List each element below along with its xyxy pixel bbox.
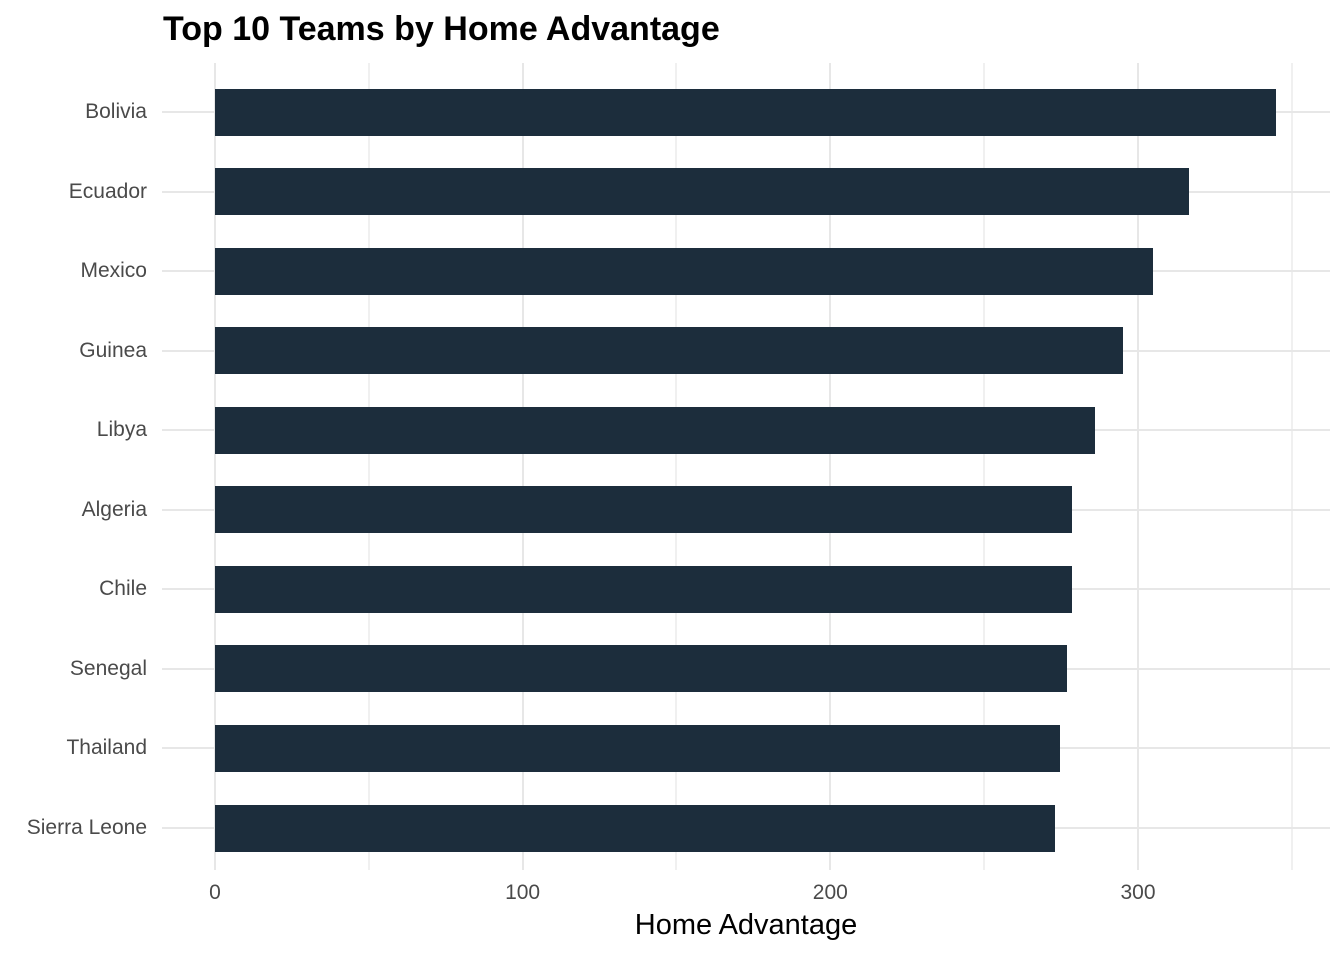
x-gridline-major [213, 63, 216, 870]
bar-chile [214, 565, 1072, 613]
chart-title: Top 10 Teams by Home Advantage [163, 10, 720, 48]
y-tick-label-libya: Libya [96, 418, 147, 442]
y-tick-label-chile: Chile [99, 577, 147, 601]
y-tick-label-senegal: Senegal [69, 656, 147, 680]
y-tick-label-mexico: Mexico [80, 259, 147, 283]
plot-panel [162, 63, 1330, 870]
x-tick-label: 300 [1120, 881, 1156, 904]
x-gridline-major [829, 63, 832, 870]
y-tick-label-algeria: Algeria [81, 497, 147, 521]
x-tick-label: 100 [505, 881, 541, 904]
bar-senegal [214, 645, 1068, 693]
x-gridline-minor [367, 63, 370, 870]
x-gridline-minor [983, 63, 986, 870]
x-gridline-major [521, 63, 524, 870]
x-gridline-minor [675, 63, 678, 870]
y-tick-label-guinea: Guinea [79, 338, 147, 362]
y-tick-label-thailand: Thailand [66, 736, 147, 760]
bar-mexico [214, 247, 1154, 295]
bar-guinea [214, 327, 1123, 375]
x-axis-title: Home Advantage [634, 909, 858, 941]
y-tick-label-sierra-leone: Sierra Leone [26, 816, 147, 840]
bar-algeria [214, 486, 1073, 534]
x-tick-label: 0 [209, 881, 221, 904]
x-tick-label: 200 [812, 881, 848, 904]
bar-sierra-leone [214, 804, 1055, 852]
y-tick-label-bolivia: Bolivia [85, 100, 147, 123]
bar-thailand [214, 724, 1060, 772]
bar-libya [214, 406, 1095, 454]
x-gridline-minor [1290, 63, 1293, 870]
bar-bolivia [214, 88, 1277, 136]
x-gridline-major [1137, 63, 1139, 870]
bar-ecuador [214, 168, 1189, 216]
y-tick-label-ecuador: Ecuador [68, 179, 147, 203]
